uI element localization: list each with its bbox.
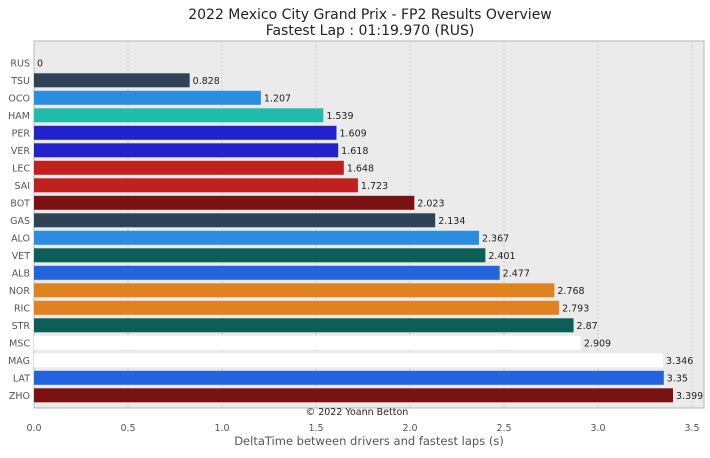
value-label: 2.87 [577,321,598,332]
value-label: 1.609 [339,128,366,139]
y-tick-label: LAT [13,373,30,384]
value-label: 2.793 [562,303,589,314]
bar-oco [34,90,261,105]
y-tick-label: TSU [10,76,30,87]
y-tick-label: STR [12,321,31,332]
value-label: 2.909 [584,338,611,349]
value-label: 3.346 [666,356,693,367]
x-tick-labels: 0.0 0.5 1.0 1.5 2.0 2.5 3.0 3.5 [26,423,699,434]
value-label: 1.207 [264,93,291,104]
bar-alo [34,230,479,245]
y-tick-label: LEC [12,163,30,174]
x-tick-label: 2.0 [402,423,417,434]
y-tick-label: GAS [10,216,30,227]
bar-gas [34,213,436,228]
value-label: 0 [37,58,43,69]
x-tick-label: 3.0 [590,423,605,434]
y-tick-label: MSC [9,338,30,349]
bar-bot [34,195,415,210]
bar-nor [34,283,555,298]
y-tick-label: VER [11,146,31,157]
value-label: 2.134 [438,216,465,227]
bar-per [34,125,337,140]
value-label: 1.723 [361,181,388,192]
bar-ham [34,108,324,123]
bar-tsu [34,73,190,88]
bar-msc [34,335,581,350]
bars: 0 0.828 1.207 1.539 1.609 1.618 1.648 1.723 2.02… [34,58,703,403]
x-tick-label: 2.5 [496,423,511,434]
bar-ric [34,300,560,315]
value-label: 0.828 [193,76,220,87]
bar-sai [34,178,358,193]
bar-ver [34,143,339,158]
y-tick-label: ALB [12,268,30,279]
y-tick-labels: RUS TSU OCO HAM PER VER LEC SAI BOT GAS ALO VET ALB N… [8,58,31,402]
value-label: 2.367 [482,233,509,244]
y-tick-label: ZHO [9,391,30,402]
y-tick-label: RIC [14,303,30,314]
x-tick-label: 3.5 [684,423,699,434]
value-label: 1.648 [347,163,374,174]
bar-lec [34,160,344,175]
bar-lat [34,370,664,385]
value-label: 2.023 [417,198,444,209]
y-tick-label: RUS [10,58,30,69]
value-label: 3.35 [667,373,688,384]
bar-mag [34,353,664,368]
value-label: 3.399 [676,391,703,402]
value-label: 2.477 [503,268,530,279]
chart-title: 2022 Mexico City Grand Prix - FP2 Result… [188,7,552,23]
y-tick-label: VET [12,251,31,262]
y-tick-label: MAG [8,356,30,367]
bar-vet [34,248,486,263]
x-tick-label: 0.5 [120,423,135,434]
y-tick-label: HAM [8,111,30,122]
value-label: 2.401 [488,251,515,262]
bar-alb [34,265,500,280]
x-axis-label: DeltaTime between drivers and fastest la… [234,434,504,448]
chart-subtitle: Fastest Lap : 01:19.970 (RUS) [266,23,475,39]
value-label: 2.768 [557,286,584,297]
x-tick-label: 0.0 [26,423,41,434]
value-label: 1.539 [326,111,353,122]
y-tick-label: PER [12,128,31,139]
y-tick-label: BOT [10,198,30,209]
x-tick-label: 1.0 [214,423,229,434]
y-tick-label: ALO [11,233,30,244]
x-tick-label: 1.5 [308,423,323,434]
y-tick-label: SAI [14,181,30,192]
y-tick-label: OCO [8,93,30,104]
y-tick-label: NOR [9,286,31,297]
value-label: 1.618 [341,146,368,157]
watermark: © 2022 Yoann Betton [306,407,409,418]
bar-zho [34,388,674,403]
bar-str [34,318,574,333]
